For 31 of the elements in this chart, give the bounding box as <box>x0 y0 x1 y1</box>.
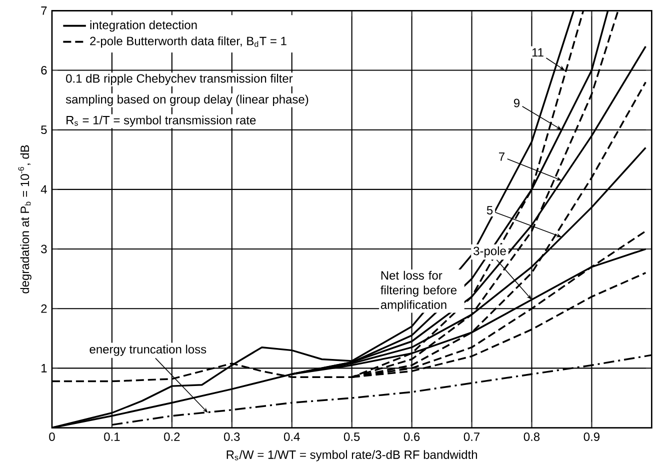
x-tick-label: 0.2 <box>164 432 180 442</box>
x-tick-label: 0.7 <box>464 432 480 442</box>
annotation: 7 <box>499 152 504 161</box>
annotation: 0.1 dB ripple Chebychev transmission filter <box>66 74 293 86</box>
annotation: 9 <box>514 98 520 108</box>
annotation: sampling based on group delay (linear phase) <box>66 94 308 106</box>
annotation: 3-pole <box>474 246 506 258</box>
y-tick-label: 2 <box>41 304 47 313</box>
x-tick-label: 0.4 <box>284 432 300 442</box>
y-tick-label: 5 <box>41 126 47 134</box>
annotation: R$_{s}$ = 1/T = symbol transmission rate <box>66 116 256 127</box>
annotation: 11 <box>532 48 544 57</box>
x-tick-label: 0.6 <box>404 432 420 442</box>
y-tick-label: 3 <box>41 244 47 254</box>
x-tick-label: 0.1 <box>104 432 120 442</box>
x-tick-label: 0 <box>49 432 55 442</box>
annotation: energy truncation loss <box>90 344 206 356</box>
x-tick-label: 0.8 <box>524 432 540 442</box>
legend-label: 2-pole Butterworth data filter, B$_{d}$T = 1 <box>90 36 286 48</box>
x-tick-label: 0.3 <box>224 432 240 442</box>
y-tick-label: 6 <box>41 66 47 75</box>
legend-label: integration detection <box>90 20 197 32</box>
annotation: Net loss for filtering before amplification <box>380 270 457 312</box>
y-tick-label: 1 <box>42 364 47 372</box>
annotation: 5 <box>486 206 493 215</box>
x-tick-label: 0.9 <box>584 432 600 442</box>
y-axis-title: degradation at P$_{b}$ = 10$^{-6}$, dB <box>18 145 32 294</box>
x-tick-label: 0.5 <box>344 432 360 442</box>
y-tick-label: 7 <box>41 6 47 15</box>
x-axis-title: R$_{s}$/W = 1/WT = symbol rate/3-dB RF bandwidth <box>226 450 477 462</box>
y-tick-label: 4 <box>40 185 47 194</box>
